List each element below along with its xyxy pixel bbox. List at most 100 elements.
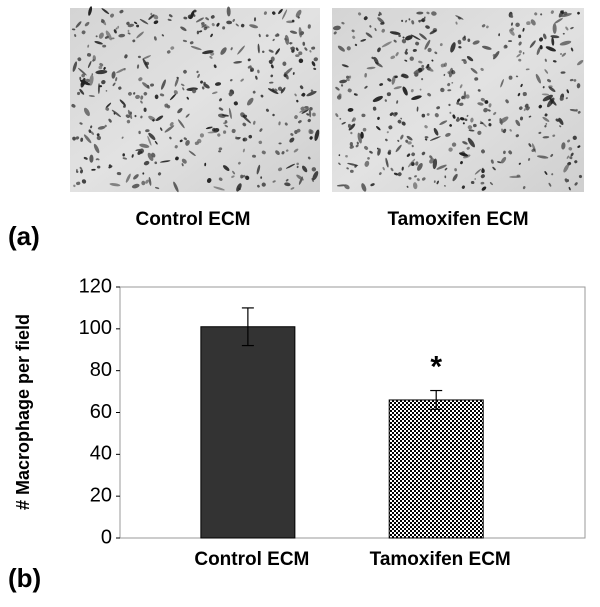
cell: [94, 40, 103, 45]
cell: [263, 11, 267, 15]
cell: [347, 124, 352, 129]
cell: [275, 150, 280, 156]
cell: [113, 29, 117, 34]
cell: [401, 19, 404, 23]
cell: [299, 85, 304, 90]
cell: [374, 27, 377, 32]
cell: [133, 92, 136, 95]
cell: [477, 102, 484, 106]
cell: [228, 92, 233, 97]
cell: [133, 174, 139, 180]
cell: [101, 19, 105, 23]
cell: [71, 104, 76, 108]
cell: [121, 136, 124, 139]
cell: [141, 180, 146, 186]
cell: [210, 15, 215, 19]
cell: [230, 47, 233, 51]
cell: [351, 29, 355, 33]
cell: [483, 107, 488, 113]
cell: [433, 180, 436, 183]
cell: [109, 183, 121, 187]
cell: [560, 71, 566, 74]
cell: [412, 182, 418, 190]
cell: [223, 130, 227, 134]
cell: [211, 23, 215, 27]
cell: [389, 112, 394, 116]
cell: [91, 73, 94, 76]
cell: [518, 162, 521, 165]
cell: [309, 107, 313, 111]
cell: [538, 131, 542, 134]
cell: [565, 97, 568, 100]
cell: [347, 107, 354, 112]
cell: [493, 111, 497, 116]
cell: [284, 122, 288, 126]
cell: [447, 71, 451, 75]
cell: [543, 33, 547, 40]
cell: [536, 46, 541, 56]
cell: [355, 144, 359, 148]
cell: [169, 122, 174, 127]
cell: [203, 26, 208, 31]
cell: [195, 17, 205, 23]
cell: [505, 99, 509, 104]
cell: [180, 83, 185, 87]
cell: [447, 83, 451, 87]
cell: [145, 129, 150, 133]
cell: [394, 112, 398, 116]
cell: [386, 92, 391, 97]
micrographs: [70, 6, 584, 193]
cell: [448, 147, 453, 152]
cell: [515, 22, 520, 27]
cell: [83, 156, 88, 160]
cell: [547, 79, 552, 83]
cell: [465, 94, 470, 99]
cell: [459, 102, 464, 106]
cell: [308, 109, 312, 118]
cell: [434, 113, 439, 118]
cell: [542, 94, 553, 102]
cell: [416, 11, 424, 15]
cell: [111, 37, 115, 40]
cell: [398, 34, 401, 38]
y-tick-label: 40: [90, 443, 112, 465]
cell: [298, 51, 303, 56]
cell: [97, 83, 100, 94]
cell: [510, 22, 514, 26]
cell: [267, 88, 279, 95]
cell: [450, 42, 456, 53]
cell: [97, 126, 106, 130]
cell: [219, 98, 222, 102]
cell: [302, 165, 308, 173]
cell: [139, 143, 150, 148]
cell: [577, 145, 581, 148]
cell: [433, 127, 439, 136]
cell: [404, 51, 408, 55]
cell: [354, 165, 357, 168]
cell: [301, 109, 309, 114]
cell: [366, 66, 376, 70]
cell: [147, 135, 152, 146]
cell: [413, 67, 425, 75]
cell: [136, 24, 140, 28]
cell: [300, 106, 305, 111]
cell: [390, 55, 396, 60]
cell: [474, 77, 479, 81]
cell: [480, 97, 485, 102]
cell: [577, 110, 581, 114]
cell: [270, 64, 274, 69]
cell: [546, 97, 555, 108]
cell: [126, 21, 130, 26]
cell: [304, 105, 309, 109]
cell: [415, 161, 419, 166]
cell: [85, 78, 90, 83]
y-axis-label: # Macrophage per field: [13, 314, 33, 510]
cell: [515, 119, 521, 127]
cell: [272, 11, 276, 15]
cell: [115, 68, 126, 74]
cell: [204, 162, 207, 167]
cell: [168, 14, 173, 18]
cell: [559, 96, 564, 101]
cell: [242, 137, 248, 142]
cell: [142, 58, 149, 69]
